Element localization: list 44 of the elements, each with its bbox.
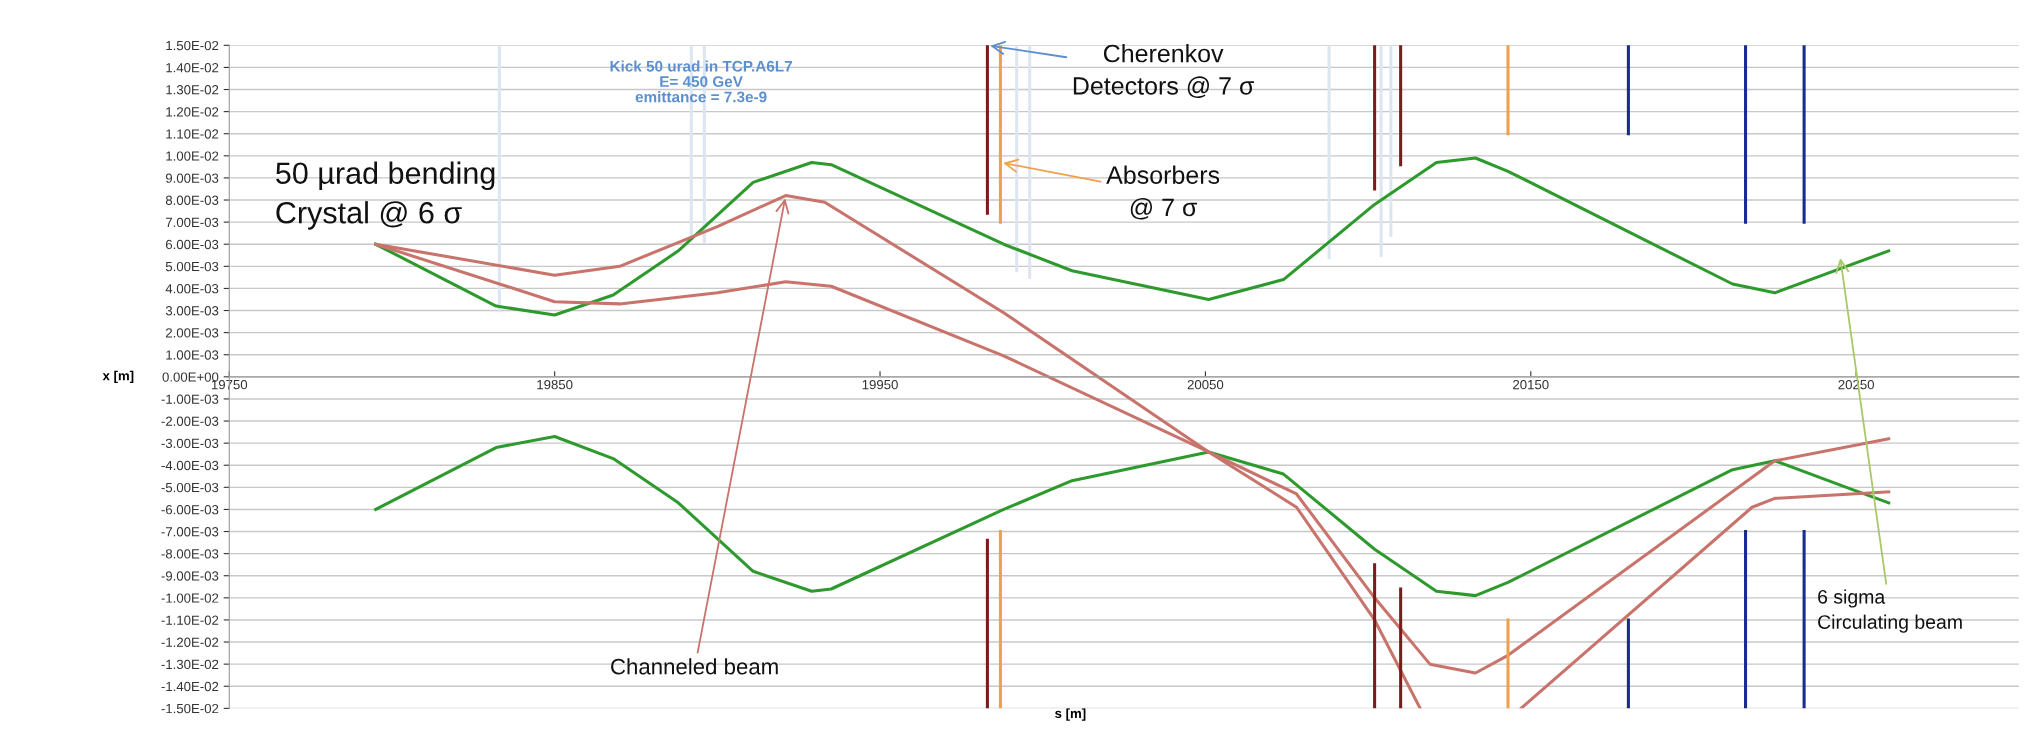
x-axis-title: s [m] — [1055, 708, 1086, 721]
annotation: 50 µrad bending Crystal @ 6 σ — [276, 161, 495, 230]
y-tick-label: -1.40E-02 — [161, 681, 219, 692]
y-tick-label: -8.00E-03 — [161, 549, 219, 559]
y-tick-label: -1.20E-02 — [161, 637, 219, 647]
y-tick-label: 2.00E-03 — [165, 328, 219, 338]
y-tick-label: 1.10E-02 — [166, 129, 219, 139]
y-tick-label: -1.50E-02 — [161, 703, 219, 714]
x-tick-label: 19850 — [537, 379, 573, 390]
y-tick-label: 0.00E+00 — [162, 372, 219, 382]
annotation: Absorbers @ 7 σ — [1106, 165, 1220, 220]
x-tick-label: 19750 — [211, 379, 248, 390]
x-tick-label: 19950 — [862, 379, 898, 390]
y-tick-label: 1.40E-02 — [166, 62, 219, 73]
y-tick-label: 1.00E-02 — [166, 151, 219, 161]
x-tick-label: 20150 — [1513, 379, 1549, 390]
y-tick-label: -7.00E-03 — [161, 527, 219, 537]
annotation: Kick 50 urad in TCP.A6L7 E= 450 GeV emittance = 7.3e-9 — [610, 60, 792, 103]
annotation: Channeled beam — [611, 658, 778, 675]
y-tick-label: 8.00E-03 — [165, 195, 219, 205]
x-tick-label: 20050 — [1187, 379, 1224, 390]
y-tick-label: -3.00E-03 — [161, 438, 219, 449]
y-tick-label: -2.00E-03 — [161, 416, 219, 426]
y-tick-label: -4.00E-03 — [161, 460, 219, 471]
annotation: Cherenkov Detectors @ 7 σ — [1073, 44, 1254, 98]
y-axis-title: x [m] — [102, 370, 134, 383]
y-tick-label: 9.00E-03 — [165, 173, 219, 183]
y-tick-label: 1.30E-02 — [166, 85, 219, 95]
y-tick-label: 1.50E-02 — [166, 40, 219, 51]
y-tick-label: 6.00E-03 — [165, 239, 219, 250]
y-tick-label: -1.00E-03 — [161, 394, 219, 404]
y-tick-label: 3.00E-03 — [165, 306, 219, 316]
y-tick-label: 1.00E-03 — [166, 350, 219, 360]
annotation: 6 sigma Circulating beam — [1818, 589, 1962, 633]
y-tick-label: -1.00E-02 — [161, 593, 219, 603]
y-tick-label: -5.00E-03 — [161, 482, 219, 493]
y-tick-label: 4.00E-03 — [165, 284, 219, 294]
y-tick-label: 1.20E-02 — [166, 107, 219, 117]
y-tick-label: -6.00E-03 — [161, 505, 219, 515]
y-tick-label: 5.00E-03 — [165, 261, 219, 272]
y-tick-label: -9.00E-03 — [161, 571, 219, 581]
y-tick-label: 7.00E-03 — [165, 217, 219, 228]
y-tick-label: -1.30E-02 — [161, 659, 219, 670]
y-tick-label: -1.10E-02 — [161, 615, 219, 625]
